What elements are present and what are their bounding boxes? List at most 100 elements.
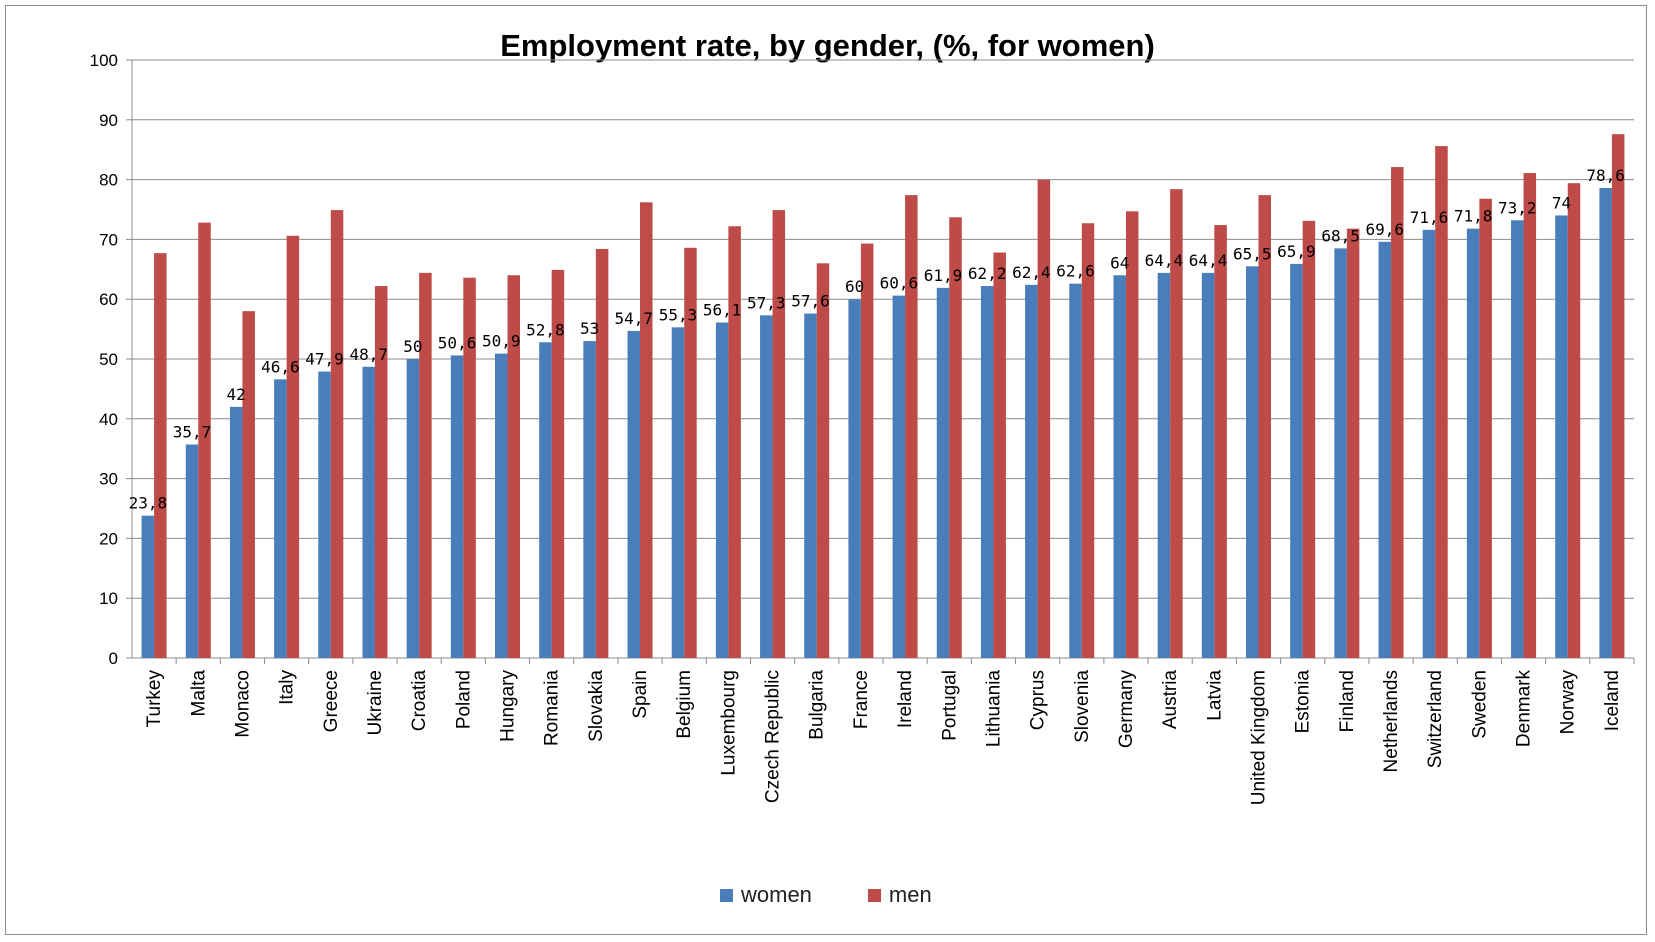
bar-men [1435, 146, 1448, 658]
data-label-women: 60 [845, 277, 864, 296]
legend-swatch-men [867, 888, 881, 902]
y-tick-label: 30 [99, 470, 118, 489]
category-label: Romania [542, 670, 563, 746]
data-label-women: 53 [580, 319, 599, 338]
bar-women [450, 355, 464, 658]
data-label-women: 64 [1110, 253, 1129, 272]
bar-men [1081, 223, 1095, 658]
data-label-women: 42 [227, 385, 246, 404]
y-tick-label: 100 [90, 51, 118, 70]
data-label-women: 56,1 [703, 301, 742, 320]
data-label-women: 74 [1552, 193, 1571, 212]
category-label: Monaco [232, 670, 253, 738]
bar-women [539, 342, 552, 658]
data-label-women: 57,3 [747, 293, 786, 312]
bar-men [154, 253, 167, 659]
bar-women [1599, 187, 1612, 659]
bar-men [860, 243, 874, 658]
category-label: Greece [321, 670, 342, 732]
y-tick-label: 40 [99, 410, 118, 429]
category-label: Croatia [409, 670, 430, 732]
bar-women [848, 299, 861, 658]
bar-men [684, 247, 697, 658]
data-label-women: 47,9 [305, 350, 344, 369]
bar-women [495, 353, 508, 658]
bar-women [980, 286, 994, 658]
data-label-women: 48,7 [349, 345, 388, 364]
y-tick-label: 60 [99, 290, 118, 309]
bar-men [463, 277, 476, 658]
category-label: Sweden [1469, 670, 1490, 739]
legend: women men [720, 882, 932, 908]
category-label: Norway [1558, 670, 1579, 735]
data-label-women: 50,9 [482, 332, 521, 351]
data-label-women: 23,8 [129, 494, 168, 513]
bar-women [1555, 215, 1568, 659]
bar-women [804, 313, 817, 658]
category-label: Turkey [144, 670, 165, 728]
category-label: Switzerland [1425, 670, 1446, 768]
bar-men [1258, 195, 1271, 658]
bar-men [816, 263, 830, 658]
bar-men [1125, 211, 1139, 658]
bar-women [936, 287, 950, 658]
category-label: Ukraine [365, 670, 386, 735]
category-label: Bulgaria [807, 670, 828, 740]
bar-men [772, 210, 786, 658]
category-label: Slovakia [586, 670, 607, 742]
category-label: Germany [1116, 670, 1137, 749]
bar-men [1391, 167, 1404, 659]
bar-women [362, 366, 375, 658]
category-label: Ireland [895, 670, 916, 728]
bar-women [1201, 272, 1215, 658]
category-label: France [851, 670, 872, 729]
data-label-women: 57,6 [791, 292, 830, 311]
bar-women [1290, 263, 1303, 658]
bar-men [595, 248, 609, 658]
data-label-women: 61,9 [924, 266, 963, 285]
category-label: Cyprus [1028, 670, 1049, 730]
bar-men [993, 252, 1006, 658]
legend-label-men: men [888, 882, 932, 907]
bar-women [274, 379, 287, 658]
data-label-women: 62,4 [1012, 263, 1051, 282]
bar-men [419, 272, 432, 658]
bar-men [286, 235, 300, 658]
data-label-women: 55,3 [659, 305, 698, 324]
bar-men [949, 217, 962, 659]
legend-item-men: men [867, 882, 932, 908]
data-label-women: 68,5 [1321, 226, 1360, 245]
bar-men [1567, 183, 1581, 659]
bar-men [551, 269, 565, 658]
bar-women [229, 406, 243, 658]
category-label: Poland [453, 670, 474, 729]
legend-label-women: women [741, 882, 812, 907]
bar-women [715, 322, 729, 658]
data-label-women: 52,8 [526, 320, 565, 339]
bar-men [1523, 173, 1537, 658]
data-label-women: 60,6 [880, 274, 919, 293]
bar-women [1113, 275, 1126, 658]
bar-women [671, 327, 685, 658]
bar-men [728, 226, 741, 658]
bar-women [406, 359, 420, 658]
bar-women [185, 444, 199, 658]
y-tick-label: 20 [99, 529, 118, 548]
bar-women [627, 330, 641, 658]
bar-women [1422, 229, 1436, 658]
bar-women [760, 315, 773, 658]
data-label-women: 71,8 [1454, 207, 1493, 226]
data-label-women: 46,6 [261, 357, 300, 376]
category-label: Spain [630, 670, 651, 719]
y-tick-label: 90 [99, 111, 118, 130]
bar-men [1037, 179, 1051, 658]
bar-men [1214, 225, 1227, 658]
data-label-women: 50 [403, 337, 422, 356]
legend-item-women: women [720, 882, 812, 908]
category-label: Austria [1160, 670, 1181, 730]
bar-women [1246, 266, 1259, 658]
bar-women [1378, 241, 1392, 659]
data-label-women: 73,2 [1498, 198, 1537, 217]
bar-women [1511, 220, 1524, 658]
